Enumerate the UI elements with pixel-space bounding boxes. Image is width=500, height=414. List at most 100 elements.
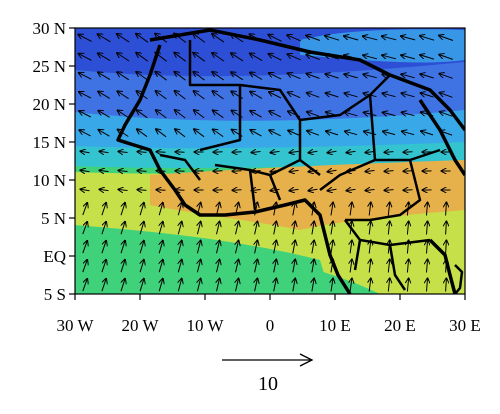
wind-vector-arrow	[159, 241, 163, 254]
wind-vector-arrow	[217, 241, 220, 254]
wind-vector-arrow	[288, 73, 301, 80]
wind-vector-arrow	[421, 93, 434, 98]
lat-tick-label: 5 S	[44, 285, 66, 304]
wind-vector-arrow	[328, 189, 337, 190]
shaded-field	[75, 28, 465, 294]
wind-vector-arrow	[328, 151, 337, 152]
wind-vector-arrow	[383, 131, 396, 134]
wind-vector-arrow	[250, 53, 263, 62]
wind-vector-arrow	[178, 260, 181, 273]
wind-vector-arrow	[363, 74, 377, 77]
wind-vector-arrow	[101, 222, 106, 235]
wind-vector-arrow	[157, 152, 166, 153]
wind-vector-arrow	[407, 279, 408, 292]
wind-vector-arrow	[194, 110, 205, 119]
wind-vector-arrow	[446, 222, 447, 235]
wind-vector-arrow	[213, 91, 224, 100]
wind-vector-arrow	[350, 279, 352, 292]
wind-vector-arrow	[136, 72, 148, 81]
wind-vector-arrow	[274, 241, 277, 254]
wind-vector-arrow	[120, 222, 125, 235]
wind-vector-arrow	[347, 189, 356, 190]
wind-vector-arrow	[446, 203, 447, 216]
wind-vector-arrow	[420, 55, 435, 60]
wind-vector-arrow	[101, 203, 106, 216]
wind-vector-arrow	[140, 241, 144, 254]
wind-vector-arrow	[252, 152, 261, 153]
wind-vector-arrow	[81, 170, 90, 171]
lon-tick-label: 30 W	[57, 316, 95, 335]
longitude-axis: 30 W 20 W 10 W 0 10 E 20 E 30 E	[57, 294, 481, 335]
wind-vector-arrow	[156, 110, 167, 119]
wind-vector-arrow	[117, 72, 130, 81]
wind-vector-arrow	[287, 54, 301, 61]
wind-vector-arrow	[140, 260, 144, 273]
wind-vector-arrow	[159, 260, 163, 273]
wind-vector-arrow	[159, 222, 163, 235]
wind-vector-arrow	[98, 34, 111, 43]
wind-vector-arrow	[159, 279, 163, 292]
wind-vector-arrow	[401, 36, 416, 41]
wind-vector-arrow	[306, 55, 320, 60]
lon-tick-label: 20 E	[384, 316, 416, 335]
wind-vector-arrow	[194, 91, 205, 100]
wind-vector-arrow	[140, 203, 144, 216]
wind-vector-arrow	[213, 129, 224, 138]
lat-tick-label: EQ	[43, 247, 66, 266]
wind-vector-arrow	[345, 93, 358, 97]
wind-vector-arrow	[288, 92, 301, 99]
wind-vector-arrow	[404, 190, 413, 191]
wind-vector-arrow	[138, 152, 147, 153]
wind-vector-arrow	[344, 74, 358, 79]
wind-vector-arrow	[175, 91, 186, 100]
wind-vector-arrow	[213, 110, 224, 119]
wind-vector-arrow	[383, 93, 396, 96]
wind-vector-arrow	[312, 279, 314, 292]
lon-tick-label: 10 E	[319, 316, 351, 335]
wind-vector-arrow	[288, 131, 300, 136]
wind-vector-arrow	[255, 260, 258, 273]
wind-vector-arrow	[290, 151, 299, 152]
wind-vector-arrow	[440, 112, 453, 117]
wind-vector-arrow	[136, 53, 149, 62]
wind-vector-arrow	[233, 171, 242, 172]
country-borders	[159, 40, 441, 291]
wind-vector-arrow	[407, 222, 408, 235]
wind-vector-arrow	[101, 241, 106, 254]
wind-vector-arrow	[369, 203, 371, 216]
wind-vector-arrow	[385, 190, 394, 191]
lon-tick-label: 10 W	[187, 316, 225, 335]
wind-vector-arrow	[117, 53, 130, 62]
wind-vector-arrow	[140, 279, 144, 292]
wind-vector-arrow	[404, 171, 413, 172]
wind-vector-arrow	[350, 203, 352, 216]
wind-vector-arrow	[383, 112, 396, 115]
wind-vector-arrow	[369, 279, 371, 292]
wind-vector-arrow	[446, 241, 447, 254]
wind-vector-arrow	[401, 55, 416, 60]
reference-vector: 10	[222, 353, 314, 395]
wind-vector-arrow	[269, 92, 282, 99]
wind-vector-arrow	[307, 93, 320, 98]
wind-vector-arrow	[82, 222, 87, 235]
africa-coastline	[116, 28, 465, 294]
wind-vector-arrow	[138, 171, 147, 172]
wind-vector-arrow	[81, 189, 90, 190]
lon-tick-label: 30 E	[449, 316, 481, 335]
wind-vector-arrow	[157, 190, 166, 191]
wind-vector-arrow	[217, 279, 220, 292]
wind-vector-arrow	[120, 279, 125, 292]
wind-vector-arrow	[117, 91, 129, 100]
wind-vector-arrow	[78, 35, 92, 42]
wind-vector-arrow	[427, 241, 428, 254]
wind-vector-arrow	[293, 260, 295, 273]
wind-vector-arrow	[290, 189, 299, 190]
wind-vector-arrow	[255, 279, 258, 292]
wind-vector-arrow	[331, 241, 333, 254]
wind-vector-arrow	[382, 36, 397, 40]
wind-vector-arrow	[388, 279, 389, 292]
wind-vector-arrow	[119, 171, 128, 172]
wind-vector-arrow	[269, 73, 282, 80]
wind-vector-arrow	[287, 35, 301, 42]
